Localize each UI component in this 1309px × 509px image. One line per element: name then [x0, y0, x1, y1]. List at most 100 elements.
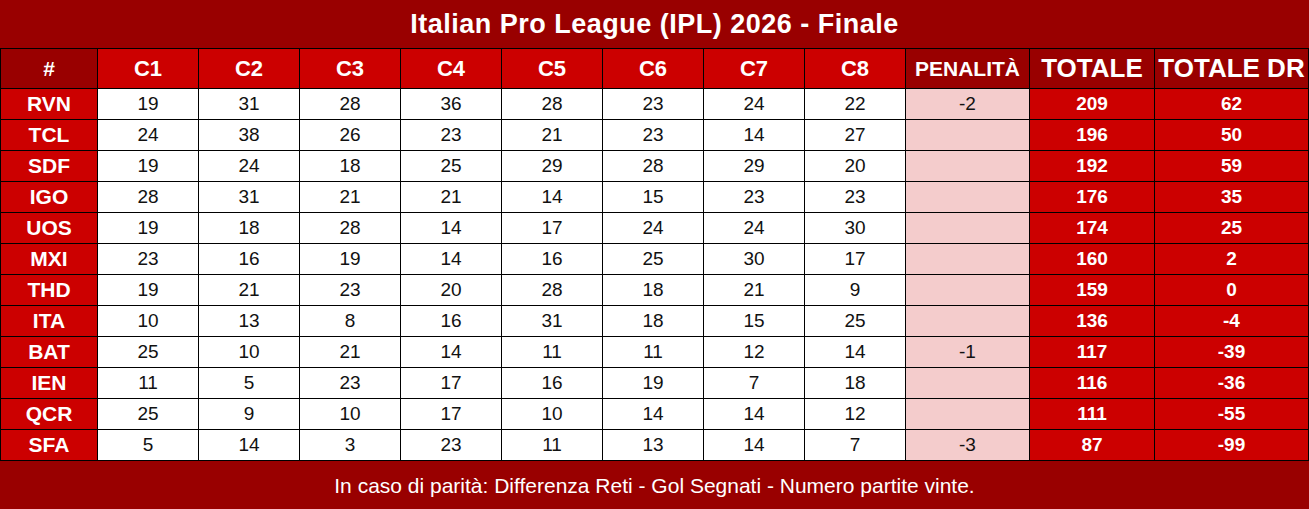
score-cell: 16	[401, 306, 502, 337]
total-cell: 192	[1030, 151, 1155, 182]
penalty-cell	[906, 120, 1030, 151]
score-cell: 19	[98, 151, 199, 182]
team-cell: RVN	[1, 89, 98, 120]
col-header-rank: #	[1, 49, 98, 89]
score-cell: 25	[401, 151, 502, 182]
col-header-totale-dr: TOTALE DR	[1155, 49, 1309, 89]
score-cell: 11	[502, 337, 603, 368]
total-cell: 159	[1030, 275, 1155, 306]
total-dr-cell: -36	[1155, 368, 1309, 399]
penalty-cell: -2	[906, 89, 1030, 120]
score-cell: 24	[199, 151, 300, 182]
score-cell: 17	[805, 244, 906, 275]
col-header-c1: C1	[98, 49, 199, 89]
score-cell: 15	[603, 182, 704, 213]
score-cell: 24	[704, 89, 805, 120]
standings-table: #C1C2C3C4C5C6C7C8PENALITÀTOTALETOTALE DR…	[0, 48, 1309, 461]
score-cell: 14	[805, 337, 906, 368]
score-cell: 14	[401, 213, 502, 244]
table-row: MXI23161914162530171602	[1, 244, 1309, 275]
score-cell: 21	[300, 337, 401, 368]
score-cell: 11	[98, 368, 199, 399]
score-cell: 25	[98, 399, 199, 430]
tiebreaker-note: In caso di parità: Differenza Reti - Gol…	[0, 461, 1309, 509]
score-cell: 7	[704, 368, 805, 399]
score-cell: 30	[704, 244, 805, 275]
total-dr-cell: -99	[1155, 430, 1309, 461]
total-cell: 196	[1030, 120, 1155, 151]
team-cell: IGO	[1, 182, 98, 213]
score-cell: 23	[704, 182, 805, 213]
score-cell: 8	[300, 306, 401, 337]
table-row: TCL243826232123142719650	[1, 120, 1309, 151]
score-cell: 15	[704, 306, 805, 337]
penalty-cell	[906, 399, 1030, 430]
col-header-c6: C6	[603, 49, 704, 89]
team-cell: UOS	[1, 213, 98, 244]
table-row: THD1921232028182191590	[1, 275, 1309, 306]
total-dr-cell: 59	[1155, 151, 1309, 182]
total-dr-cell: 50	[1155, 120, 1309, 151]
team-cell: ITA	[1, 306, 98, 337]
score-cell: 21	[704, 275, 805, 306]
table-row: BAT2510211411111214-1117-39	[1, 337, 1309, 368]
total-dr-cell: -4	[1155, 306, 1309, 337]
score-cell: 21	[300, 182, 401, 213]
score-cell: 19	[98, 275, 199, 306]
score-cell: 25	[98, 337, 199, 368]
score-cell: 21	[199, 275, 300, 306]
total-cell: 111	[1030, 399, 1155, 430]
total-cell: 160	[1030, 244, 1155, 275]
table-row: IGO283121211415232317635	[1, 182, 1309, 213]
total-dr-cell: 35	[1155, 182, 1309, 213]
score-cell: 19	[98, 89, 199, 120]
total-cell: 116	[1030, 368, 1155, 399]
score-cell: 29	[502, 151, 603, 182]
score-cell: 29	[704, 151, 805, 182]
score-cell: 24	[603, 213, 704, 244]
penalty-cell	[906, 182, 1030, 213]
score-cell: 16	[199, 244, 300, 275]
score-cell: 31	[199, 89, 300, 120]
score-cell: 17	[502, 213, 603, 244]
total-cell: 136	[1030, 306, 1155, 337]
score-cell: 36	[401, 89, 502, 120]
score-cell: 19	[98, 213, 199, 244]
score-cell: 28	[603, 151, 704, 182]
total-dr-cell: 25	[1155, 213, 1309, 244]
col-header-c8: C8	[805, 49, 906, 89]
total-cell: 117	[1030, 337, 1155, 368]
score-cell: 14	[401, 337, 502, 368]
table-row: SFA5143231113147-387-99	[1, 430, 1309, 461]
score-cell: 31	[502, 306, 603, 337]
score-cell: 5	[98, 430, 199, 461]
score-cell: 11	[603, 337, 704, 368]
score-cell: 28	[502, 275, 603, 306]
col-header-c5: C5	[502, 49, 603, 89]
table-row: RVN1931283628232422-220962	[1, 89, 1309, 120]
score-cell: 19	[300, 244, 401, 275]
score-cell: 28	[98, 182, 199, 213]
total-cell: 176	[1030, 182, 1155, 213]
score-cell: 25	[603, 244, 704, 275]
col-header-c7: C7	[704, 49, 805, 89]
total-dr-cell: -39	[1155, 337, 1309, 368]
score-cell: 13	[199, 306, 300, 337]
score-cell: 13	[603, 430, 704, 461]
score-cell: 25	[805, 306, 906, 337]
score-cell: 11	[502, 430, 603, 461]
score-cell: 23	[805, 182, 906, 213]
penalty-cell	[906, 151, 1030, 182]
score-cell: 19	[603, 368, 704, 399]
team-cell: QCR	[1, 399, 98, 430]
header-row: #C1C2C3C4C5C6C7C8PENALITÀTOTALETOTALE DR	[1, 49, 1309, 89]
score-cell: 23	[300, 368, 401, 399]
penalty-cell: -1	[906, 337, 1030, 368]
table-body: RVN1931283628232422-220962TCL24382623212…	[1, 89, 1309, 461]
col-header-c3: C3	[300, 49, 401, 89]
team-cell: SFA	[1, 430, 98, 461]
total-dr-cell: 0	[1155, 275, 1309, 306]
score-cell: 26	[300, 120, 401, 151]
score-cell: 28	[300, 89, 401, 120]
score-cell: 20	[401, 275, 502, 306]
